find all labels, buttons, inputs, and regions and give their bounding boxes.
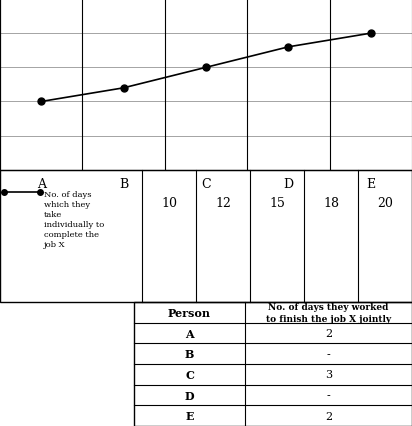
Bar [134,302,412,426]
Text: Person: Person [168,307,211,318]
Text: 2: 2 [325,411,332,421]
Text: A: A [185,328,194,339]
Text: 10: 10 [161,197,177,210]
Text: No. of days
which they
take
individually to
complete the
job X: No. of days which they take individually… [44,190,104,249]
Text: -: - [327,390,330,400]
Text: E: E [185,410,194,421]
Text: C: C [185,369,194,380]
Text: 15: 15 [269,197,285,210]
Text: 2: 2 [325,328,332,338]
Text: No. of days they worked
to finish the job X jointly: No. of days they worked to finish the jo… [266,303,391,323]
Text: D: D [185,390,194,400]
Text: -: - [327,349,330,359]
Text: 12: 12 [215,197,231,210]
Text: B: B [185,348,194,360]
Text: 18: 18 [323,197,339,210]
Text: 20: 20 [377,197,393,210]
Text: 3: 3 [325,369,332,380]
